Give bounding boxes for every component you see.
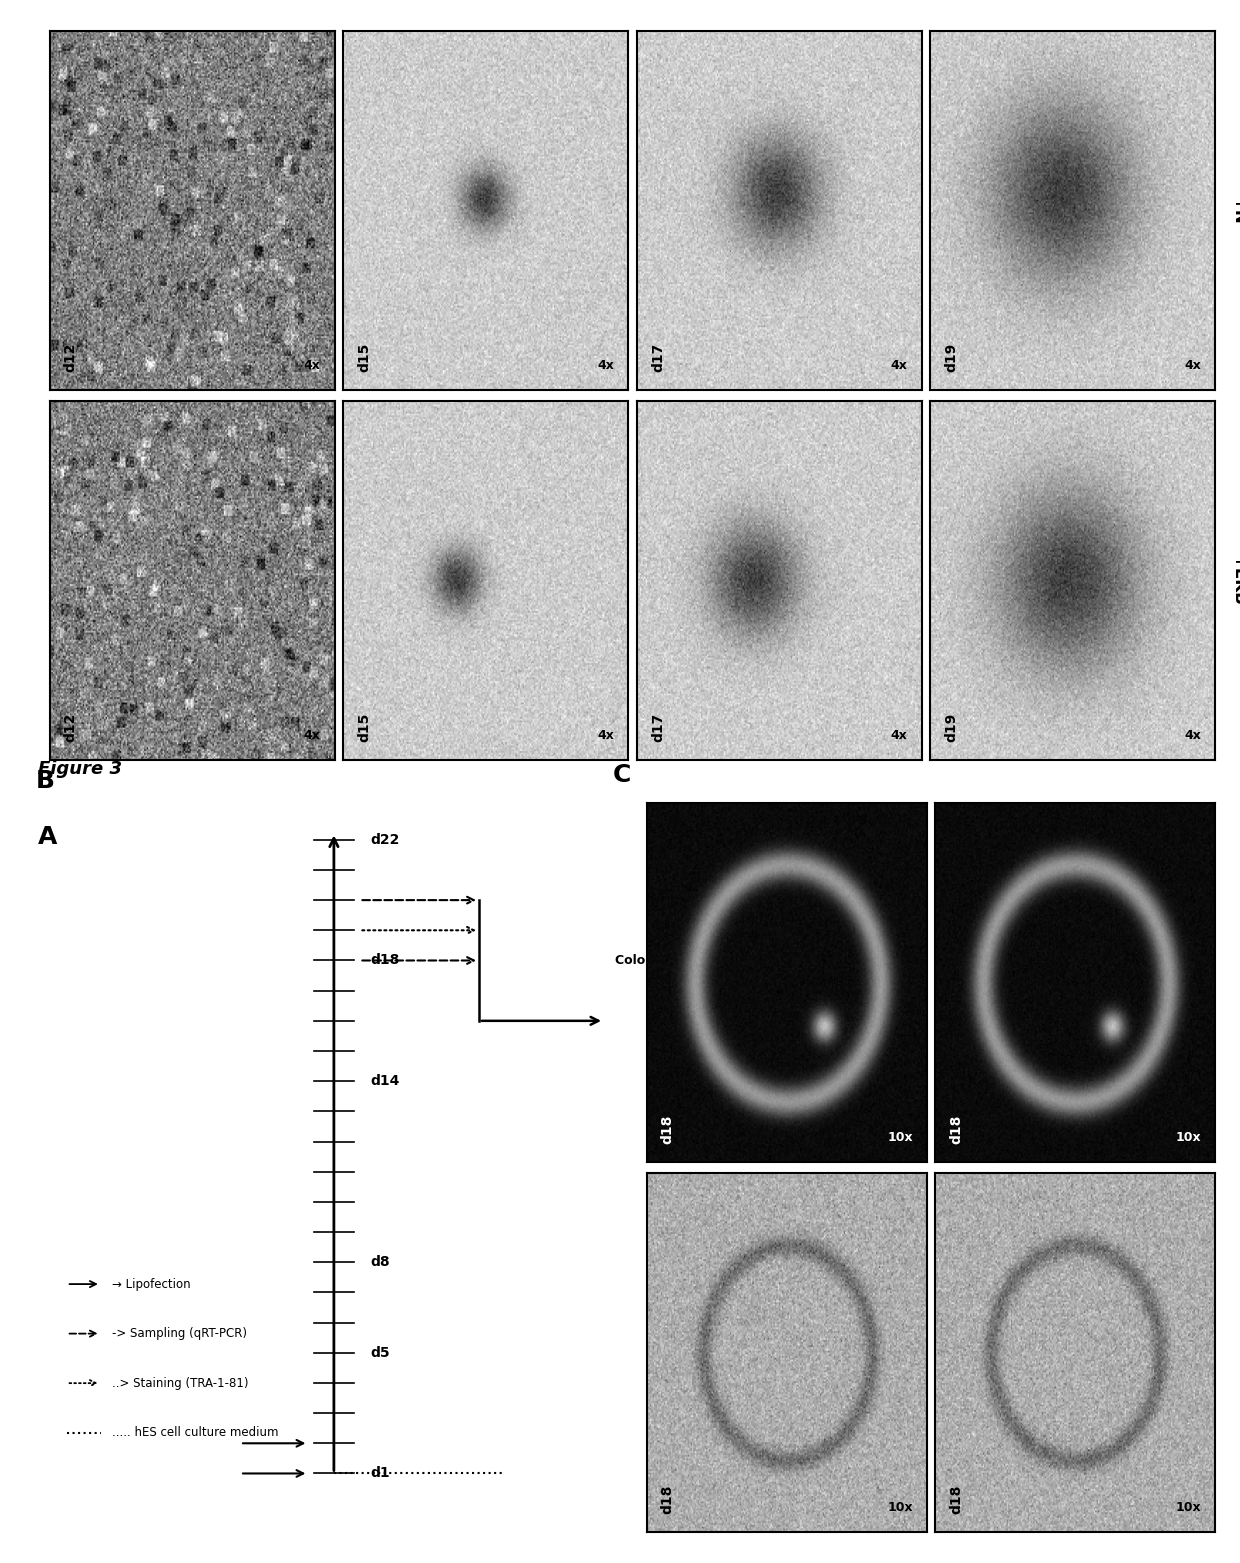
Text: 4x: 4x xyxy=(890,359,908,372)
Text: Colony Formation: Colony Formation xyxy=(615,953,739,967)
Text: d12: d12 xyxy=(63,713,78,742)
Text: 4x: 4x xyxy=(1184,728,1202,742)
Text: d17: d17 xyxy=(651,713,665,742)
Text: d8: d8 xyxy=(371,1255,391,1269)
Text: ..> Staining (TRA-1-81): ..> Staining (TRA-1-81) xyxy=(112,1377,249,1390)
Text: d12: d12 xyxy=(63,342,78,372)
Text: d19: d19 xyxy=(945,342,959,372)
Text: 4x: 4x xyxy=(304,359,320,372)
Text: d17: d17 xyxy=(651,342,665,372)
Text: C: C xyxy=(613,763,631,786)
Text: 4x: 4x xyxy=(304,728,320,742)
Text: Figure 3: Figure 3 xyxy=(38,760,123,778)
Text: d18: d18 xyxy=(949,1485,963,1515)
Text: 4x: 4x xyxy=(596,728,614,742)
Text: 4x: 4x xyxy=(890,728,908,742)
Text: 4x: 4x xyxy=(1184,359,1202,372)
Text: d14: d14 xyxy=(371,1074,401,1088)
Text: d15: d15 xyxy=(357,713,372,742)
Text: 10x: 10x xyxy=(887,1132,913,1144)
Text: d18: d18 xyxy=(661,1485,675,1515)
Text: → Lipofection: → Lipofection xyxy=(112,1277,191,1291)
Text: d22: d22 xyxy=(371,833,401,847)
Text: ..... hES cell culture medium: ..... hES cell culture medium xyxy=(112,1425,279,1440)
Text: d19: d19 xyxy=(945,713,959,742)
Text: B: B xyxy=(36,769,55,794)
Text: A: A xyxy=(38,825,57,849)
Text: +EKB: +EKB xyxy=(1229,555,1240,605)
Text: d15: d15 xyxy=(357,342,372,372)
Text: 4x: 4x xyxy=(596,359,614,372)
Text: d1: d1 xyxy=(371,1466,391,1480)
Text: 10x: 10x xyxy=(887,1500,913,1515)
Text: 10x: 10x xyxy=(1176,1132,1202,1144)
Text: 10x: 10x xyxy=(1176,1500,1202,1515)
Text: +N: +N xyxy=(1229,197,1240,225)
Text: d18: d18 xyxy=(371,953,401,967)
Text: d18: d18 xyxy=(661,1114,675,1144)
Text: d5: d5 xyxy=(371,1346,391,1360)
Text: -> Sampling (qRT-PCR): -> Sampling (qRT-PCR) xyxy=(112,1327,247,1339)
Text: d18: d18 xyxy=(949,1114,963,1144)
